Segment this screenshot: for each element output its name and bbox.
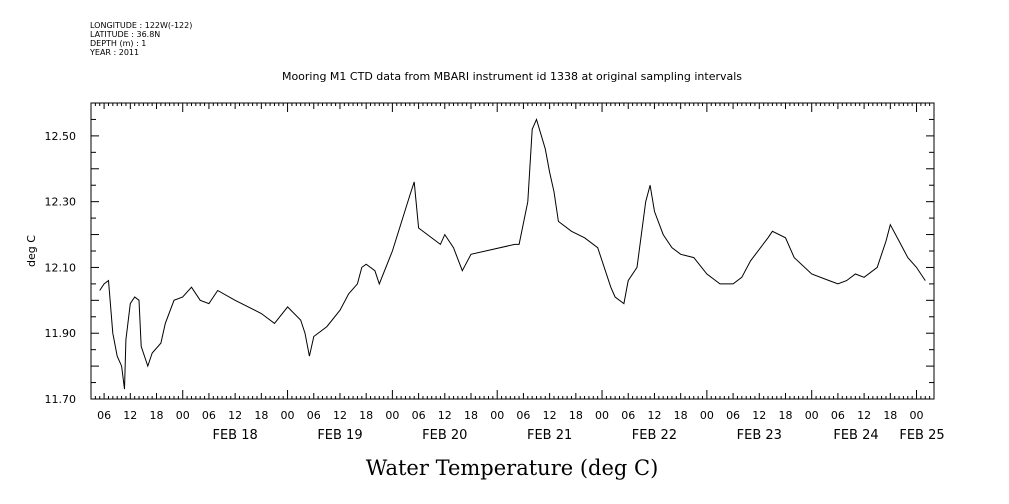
y-tick-label: 12.10 bbox=[45, 261, 77, 274]
x-hour-label: 06 bbox=[726, 409, 740, 422]
x-hour-label: 12 bbox=[543, 409, 557, 422]
y-tick-label: 11.70 bbox=[45, 393, 77, 406]
x-hour-label: 00 bbox=[910, 409, 924, 422]
plot-frame bbox=[90, 102, 935, 400]
x-hour-label: 06 bbox=[412, 409, 426, 422]
day-label: FEB 23 bbox=[737, 428, 782, 443]
chart-title: Mooring M1 CTD data from MBARI instrumen… bbox=[282, 70, 742, 83]
x-hour-label: 00 bbox=[700, 409, 714, 422]
y-tick-label: 12.30 bbox=[45, 196, 77, 209]
x-hour-label: 06 bbox=[516, 409, 530, 422]
day-label: FEB 19 bbox=[317, 428, 362, 443]
day-label: FEB 21 bbox=[527, 428, 572, 443]
header-latitude: LATITUDE : 36.8N bbox=[90, 30, 161, 39]
x-hour-label: 18 bbox=[150, 409, 164, 422]
x-hour-label: 00 bbox=[281, 409, 295, 422]
day-label: FEB 22 bbox=[632, 428, 677, 443]
x-hour-label: 12 bbox=[123, 409, 137, 422]
x-hour-label: 18 bbox=[464, 409, 478, 422]
x-hour-label: 06 bbox=[831, 409, 845, 422]
x-hour-label: 18 bbox=[674, 409, 688, 422]
x-hour-label: 00 bbox=[595, 409, 609, 422]
day-label: FEB 20 bbox=[422, 428, 467, 443]
x-hour-label: 00 bbox=[385, 409, 399, 422]
x-hour-label: 12 bbox=[857, 409, 871, 422]
x-hour-label: 12 bbox=[752, 409, 766, 422]
x-hour-label: 12 bbox=[333, 409, 347, 422]
x-hour-label: 06 bbox=[202, 409, 216, 422]
header-longitude: LONGITUDE : 122W(-122) bbox=[90, 21, 193, 30]
y-axis-label: deg C bbox=[25, 235, 38, 267]
day-label: FEB 18 bbox=[212, 428, 257, 443]
x-hour-label: 06 bbox=[307, 409, 321, 422]
header-year: YEAR : 2011 bbox=[90, 48, 140, 57]
x-hour-label: 00 bbox=[176, 409, 190, 422]
x-tick-labels: 06 12 18 00 06 12 18 00 06 12 18 00 06 12 18 00 06 12 18 00… bbox=[97, 409, 923, 422]
x-axis-title: Water Temperature (deg C) bbox=[366, 456, 659, 480]
day-label: FEB 24 bbox=[833, 428, 878, 443]
x-hour-label: 12 bbox=[438, 409, 452, 422]
y-tick-labels: 11.70 11.90 12.10 12.30 12.50 bbox=[45, 130, 77, 406]
header-depth: DEPTH (m) : 1 bbox=[90, 39, 147, 48]
x-hour-label: 06 bbox=[97, 409, 111, 422]
x-hour-label: 06 bbox=[621, 409, 635, 422]
x-hour-label: 12 bbox=[647, 409, 661, 422]
day-labels: FEB 18 FEB 19 FEB 20 FEB 21 FEB 22 FEB 23 FEB … bbox=[212, 428, 944, 443]
x-hour-label: 18 bbox=[359, 409, 373, 422]
x-hour-label: 18 bbox=[254, 409, 268, 422]
temperature-series-line bbox=[99, 117, 926, 390]
x-hour-label: 00 bbox=[490, 409, 504, 422]
y-tick-label: 12.50 bbox=[45, 130, 77, 143]
axis-ticks bbox=[90, 102, 935, 400]
x-hour-label: 18 bbox=[778, 409, 792, 422]
x-hour-label: 00 bbox=[805, 409, 819, 422]
x-hour-label: 12 bbox=[228, 409, 242, 422]
x-hour-label: 18 bbox=[569, 409, 583, 422]
y-tick-label: 11.90 bbox=[45, 327, 77, 340]
day-label: FEB 25 bbox=[899, 428, 944, 443]
x-hour-label: 18 bbox=[883, 409, 897, 422]
